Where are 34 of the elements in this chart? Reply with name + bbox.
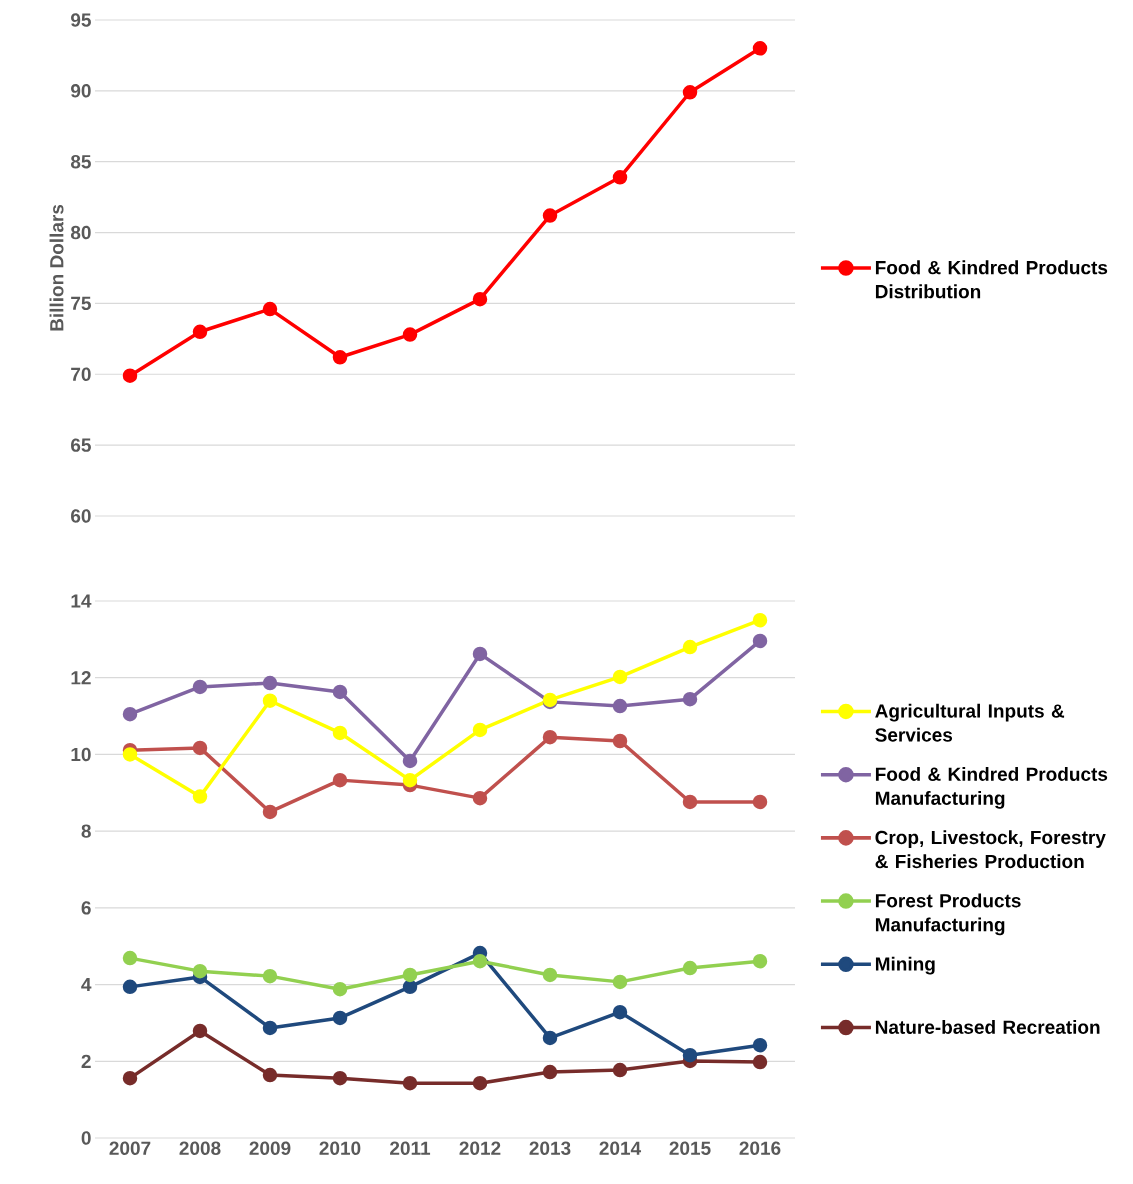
legend-label: Forest Products Manufacturing — [875, 893, 1021, 936]
x-tick-label: 2015 — [669, 1141, 711, 1155]
y-tick-label: 60 — [71, 509, 91, 523]
y-tick-label: 70 — [71, 367, 91, 381]
y-tick-label: 75 — [71, 296, 91, 311]
y-tick-label: 4 — [81, 978, 92, 992]
legend-label: Food & Kindred Products Distribution — [875, 260, 1108, 299]
legend-label: Food & Kindred Products Manufacturing — [875, 767, 1108, 809]
y-tick-label: 0 — [81, 1131, 91, 1145]
x-tick-label: 2011 — [390, 1141, 431, 1155]
x-tick-label: 2008 — [179, 1141, 221, 1155]
y-tick-label: 6 — [81, 901, 91, 915]
legend-label: Mining — [875, 956, 935, 975]
x-tick-label: 2014 — [599, 1141, 642, 1155]
y-tick-label: 85 — [70, 154, 91, 169]
y-tick-label: 65 — [71, 438, 91, 452]
y-tick-label: 80 — [70, 225, 91, 240]
legend-label: Agricultural Inputs & Services — [875, 703, 1065, 742]
legend-label: Crop, Livestock, Forestry & Fisheries Production — [875, 830, 1106, 869]
x-tick-label: 2007 — [109, 1141, 151, 1155]
x-tick-label: 2010 — [319, 1141, 361, 1155]
y-tick-label: 90 — [71, 84, 91, 98]
y-tick-label: 95 — [71, 13, 91, 27]
x-tick-label: 2013 — [529, 1141, 571, 1156]
legend-label: Nature-based Recreation — [875, 1019, 1100, 1034]
y-tick-label: 12 — [71, 671, 91, 685]
y-tick-label: 10 — [71, 747, 91, 762]
y-tick-label: 14 — [71, 594, 92, 608]
y-tick-label: 2 — [81, 1054, 91, 1068]
y-tick-label: 8 — [81, 824, 91, 838]
x-tick-label: 2012 — [459, 1141, 501, 1155]
x-tick-label: 2016 — [739, 1141, 781, 1155]
x-tick-label: 2009 — [249, 1141, 291, 1155]
y-axis-title: Billion Dollars — [49, 204, 64, 331]
